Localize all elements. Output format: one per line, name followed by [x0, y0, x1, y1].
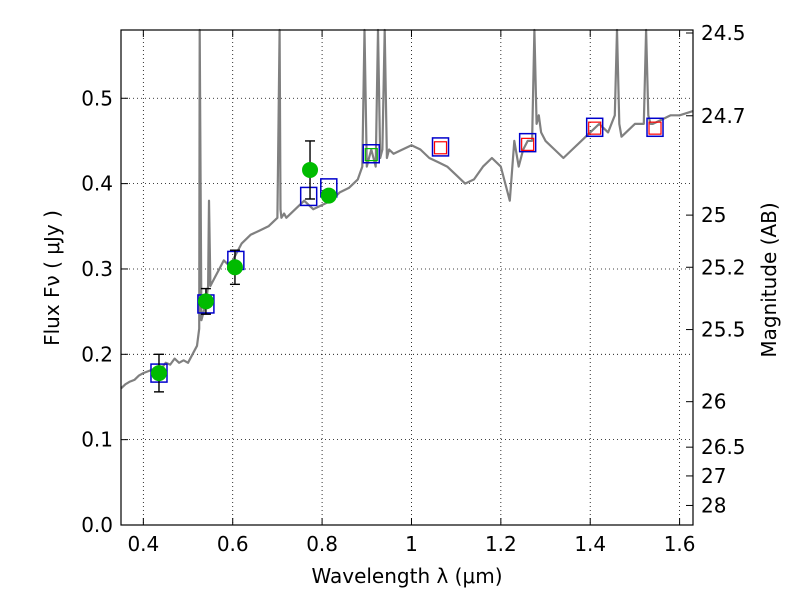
plot-background — [121, 30, 693, 525]
x-tick-label: 1.4 — [574, 532, 606, 556]
x-tick-label: 1.6 — [664, 532, 696, 556]
model-square — [362, 144, 380, 164]
right-tick-label: 26.5 — [701, 435, 746, 459]
y-tick-label: 0.3 — [81, 257, 113, 281]
right-tick-label: 25.2 — [701, 255, 746, 279]
y-axis-label: Flux Fν ( μJy ) — [40, 210, 64, 346]
data-point — [197, 293, 214, 310]
y-tick-label: 0.5 — [81, 86, 113, 110]
right-tick-label: 28 — [701, 493, 726, 517]
model-square — [299, 186, 318, 207]
data-point — [150, 365, 167, 382]
right-tick-label: 27 — [701, 464, 726, 488]
y-tick-label: 0.4 — [81, 172, 113, 196]
data-point — [226, 259, 243, 276]
model-square — [646, 117, 664, 138]
x-tick-label: 0.4 — [127, 532, 159, 556]
right-tick-label: 24.5 — [701, 21, 746, 45]
data-point — [302, 161, 319, 178]
x-tick-label: 1 — [405, 532, 418, 556]
model-square — [518, 132, 537, 153]
inner-square — [648, 121, 662, 135]
x-axis-label: Wavelength λ (μm) — [311, 564, 502, 588]
grid — [121, 30, 693, 525]
spectrum-line — [120, 28, 694, 390]
right-tick-label: 26 — [701, 390, 726, 414]
right-tick-label: 24.7 — [701, 104, 746, 128]
y-tick-label: 0.2 — [81, 342, 113, 366]
right-tick-label: 25 — [701, 203, 726, 227]
model-square — [431, 137, 450, 157]
plot-frame — [120, 29, 694, 526]
inner-square — [433, 141, 448, 155]
x-tick-label: 0.8 — [306, 532, 338, 556]
right-tick-label: 25.5 — [701, 318, 746, 342]
inner-square — [588, 121, 602, 135]
x-tick-label: 0.6 — [217, 532, 249, 556]
inner-square — [364, 148, 378, 162]
inner-square — [521, 137, 535, 151]
y-tick-label: 0.0 — [81, 513, 113, 537]
right-axis-label: Magnitude (AB) — [757, 202, 781, 357]
series-layer — [120, 28, 694, 393]
y-tick-label: 0.1 — [81, 428, 113, 452]
ticks: 0.4 0.6 0.8 1 1.2 1.4 1.6 0.0 0.1 0.2 0.3 0.4 0.5 24.… — [81, 21, 745, 556]
x-tick-label: 1.2 — [485, 532, 517, 556]
data-point — [320, 187, 337, 204]
model-square — [585, 117, 604, 138]
